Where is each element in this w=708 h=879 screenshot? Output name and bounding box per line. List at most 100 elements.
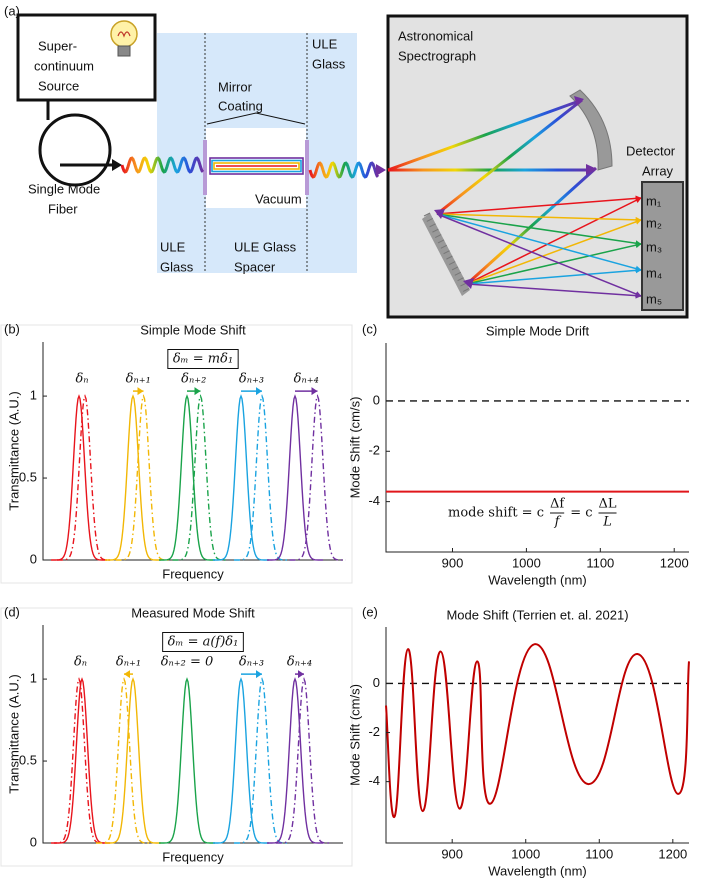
peak [276,677,332,844]
y-tick-label: -4 [368,773,380,788]
peak [159,394,215,561]
x-axis-label: Frequency [162,849,224,864]
label: Astronomical [398,28,473,43]
y-tick-label: 0.5 [19,469,37,484]
x-tick-label: 900 [442,555,464,570]
y-axis-label: Transmittance (A.U.) [6,674,21,793]
ray [466,267,642,285]
ray [466,219,642,285]
peak-label: δₙ [74,655,87,670]
x-tick-label: 1200 [660,555,689,570]
y-tick-label: 1 [30,388,37,403]
axes [385,343,689,553]
line [385,643,690,818]
arrow-head [463,278,474,289]
detector-array [641,181,684,311]
formula: δₘ = mδ₁ [173,352,233,367]
formula-box [167,349,239,369]
grating-grooves [423,212,470,292]
y-tick-label: 1 [30,671,37,686]
formula: Δf [550,497,565,512]
ray [436,213,642,272]
order-label: m₅ [646,291,662,306]
panel-frame [0,324,353,584]
shift-arrow-head [194,387,201,396]
light-wave [120,156,205,174]
bulb-icon [110,20,138,57]
fiber-text: Fiber [48,201,78,216]
peak-label: δₙ₊₃ [239,372,264,387]
y-tick-label: 0 [373,675,380,690]
y-axis-label: Transmittance (A.U.) [6,391,21,510]
peak [213,677,269,844]
label: ULE Glass [234,239,297,254]
y-tick-label: -4 [368,493,380,508]
arrow-head [586,164,597,175]
y-tick-label: 0 [30,551,37,566]
ray [466,197,642,285]
label: Array [642,163,674,178]
peak [213,394,269,561]
panel-label: (a) [4,3,20,18]
peak [234,677,290,844]
mirror [305,140,309,195]
order-label: m₄ [646,265,662,280]
label: Detector [626,143,676,158]
formula: mode shift = c [448,506,544,521]
shift-arrow-head [311,387,318,396]
peak-label: δₙ₊₃ [239,655,264,670]
spectrograph-mirror [569,89,613,171]
peak [289,394,346,561]
order-label: m₂ [646,215,662,230]
chart-title: Mode Shift (Terrien et. al. 2021) [446,607,628,622]
y-tick-label: 0.5 [19,752,37,767]
shift-arrow-head [256,670,262,679]
cavity-light [209,157,304,175]
panel-label: (c) [362,321,377,336]
order-label: m₃ [646,239,662,254]
light-wave [308,161,380,179]
order-label: m₁ [646,193,662,208]
axes [385,627,689,844]
formula: δₘ = a(f)δ₁ [168,635,239,650]
coating-bracket [206,112,306,125]
peak [105,677,161,844]
peak [51,394,107,561]
formula: f [554,515,562,530]
formula-box [162,632,244,652]
peak-label: δₙ [75,372,88,387]
vacuum-cavity [206,128,306,208]
shift-arrow-head [256,387,262,396]
ray [466,242,642,285]
label: Spectrograph [398,48,476,63]
label: Mirror [218,79,253,94]
shift-arrow-head [298,670,304,679]
mirror [203,140,207,195]
fiber-text: Single Mode [28,181,100,196]
peak-label: δₙ₊₄ [294,372,319,387]
y-axis-label: Mode Shift (cm/s) [347,684,362,786]
x-tick-label: 1000 [512,555,541,570]
peak [267,394,323,561]
y-tick-label: -2 [368,443,380,458]
fiber [46,100,118,167]
fiber-arrow [112,159,122,171]
chart-title: Simple Mode Shift [140,322,246,337]
chart-title: Measured Mode Shift [131,605,255,620]
label: Glass [160,259,194,274]
peak [96,677,152,844]
y-tick-label: 0 [373,392,380,407]
chart-title: Simple Mode Drift [486,323,590,338]
formula: ΔL [599,497,617,512]
x-axis-label: Wavelength (nm) [488,572,587,587]
source-text: Super- [38,38,77,53]
peak [54,677,110,844]
y-tick-label: 0 [30,834,37,849]
arrow-head [574,96,584,106]
formula: = c [570,506,592,521]
arrow-head [434,209,445,219]
formula: L [602,515,612,530]
y-tick-label: -2 [368,724,380,739]
ray [436,98,583,216]
